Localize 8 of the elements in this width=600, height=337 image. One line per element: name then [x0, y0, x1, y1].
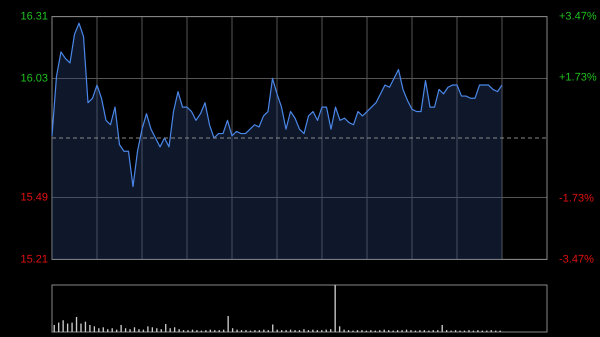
y-tick-label: 15.49 — [20, 192, 48, 204]
y-tick-label: 16.31 — [20, 10, 48, 23]
y-tick-label: 16.03 — [20, 72, 48, 84]
y2-tick-label: +3.47% — [559, 10, 597, 23]
y2-tick-label: -3.47% — [559, 253, 594, 266]
y2-tick-label: +1.73% — [559, 72, 597, 84]
y-tick-label: 15.21 — [20, 253, 48, 266]
y2-tick-label: -1.73% — [559, 192, 594, 205]
